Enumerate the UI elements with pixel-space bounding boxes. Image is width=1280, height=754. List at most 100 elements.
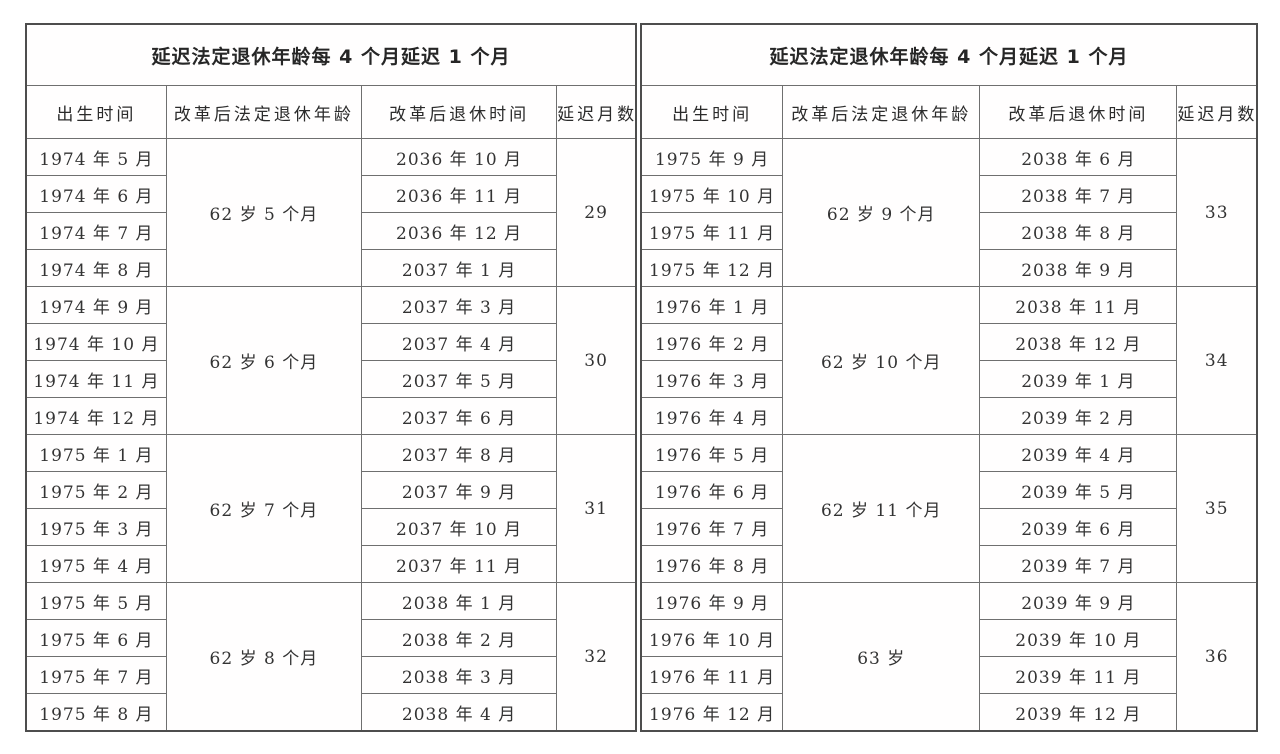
table-row: 1976 年 7 月 2039 年 6 月: [640, 508, 1257, 546]
retirement-age-cell: 62 岁 7 个月: [165, 434, 362, 583]
table-row: 1975 年 1 月 62 岁 7 个月 2037 年 8 月 31: [25, 434, 637, 583]
retire-date-cell: 2037 年 9 月: [360, 471, 558, 509]
retire-date-cell: 2037 年 11 月: [360, 545, 558, 583]
birth-month-cell: 1976 年 5 月: [640, 434, 784, 472]
retirement-age-cell: 62 岁 5 个月: [165, 138, 362, 287]
birth-month-cell: 1974 年 9 月: [25, 286, 167, 324]
retire-date-cell: 2039 年 4 月: [979, 434, 1178, 472]
birth-month-cell: 1975 年 2 月: [25, 471, 167, 509]
retire-date-cell: 2037 年 8 月: [360, 434, 558, 472]
table-row: 1975 年 12 月 2038 年 9 月: [640, 249, 1257, 287]
table-title: 延迟法定退休年龄每 4 个月延迟 1 个月: [640, 23, 1258, 86]
table-row: 1976 年 10 月 2039 年 10 月: [640, 619, 1257, 657]
delay-months-cell: 34: [1176, 286, 1258, 435]
retire-date-cell: 2039 年 1 月: [979, 360, 1178, 398]
retirement-age-cell: 62 岁 9 个月: [782, 138, 981, 287]
table-row: 1976 年 11 月 2039 年 11 月: [640, 656, 1257, 694]
retire-date-cell: 2039 年 10 月: [979, 619, 1178, 657]
table-title: 延迟法定退休年龄每 4 个月延迟 1 个月: [25, 23, 637, 86]
tables-container: 延迟法定退休年龄每 4 个月延迟 1 个月 出生时间 改革后法定退休年龄 改革后退休时…: [25, 23, 1258, 732]
birth-month-cell: 1975 年 10 月: [640, 175, 784, 213]
delay-months-cell: 31: [556, 434, 637, 583]
birth-month-cell: 1975 年 9 月: [640, 138, 784, 176]
birth-month-cell: 1976 年 2 月: [640, 323, 784, 361]
retire-date-cell: 2038 年 6 月: [979, 138, 1178, 176]
birth-month-cell: 1976 年 12 月: [640, 693, 784, 732]
birth-month-cell: 1974 年 10 月: [25, 323, 167, 361]
table-row: 1975 年 10 月 2038 年 7 月: [640, 175, 1257, 213]
birth-month-cell: 1974 年 11 月: [25, 360, 167, 398]
retirement-age-cell: 62 岁 6 个月: [165, 286, 362, 435]
delay-months-cell: 35: [1176, 434, 1258, 583]
retire-date-cell: 2037 年 10 月: [360, 508, 558, 546]
birth-month-cell: 1976 年 11 月: [640, 656, 784, 694]
birth-month-cell: 1976 年 10 月: [640, 619, 784, 657]
birth-month-cell: 1976 年 8 月: [640, 545, 784, 583]
retire-date-cell: 2039 年 2 月: [979, 397, 1178, 435]
table-row: 1974 年 10 月 2037 年 4 月: [25, 323, 636, 361]
table-row: 1975 年 7 月 2038 年 3 月: [25, 656, 636, 694]
retirement-table-left: 延迟法定退休年龄每 4 个月延迟 1 个月 出生时间 改革后法定退休年龄 改革后退休时…: [25, 23, 637, 732]
birth-month-cell: 1976 年 7 月: [640, 508, 784, 546]
retire-date-cell: 2037 年 6 月: [360, 397, 558, 435]
birth-month-cell: 1975 年 11 月: [640, 212, 784, 250]
birth-month-cell: 1975 年 1 月: [25, 434, 167, 472]
birth-month-cell: 1975 年 8 月: [25, 693, 167, 732]
table-row: 1976 年 12 月 2039 年 12 月: [640, 693, 1257, 732]
retire-date-cell: 2039 年 9 月: [979, 582, 1178, 620]
retire-date-cell: 2038 年 4 月: [360, 693, 558, 732]
retire-date-cell: 2037 年 3 月: [360, 286, 558, 324]
retire-date-cell: 2039 年 12 月: [979, 693, 1178, 732]
retirement-table-right: 延迟法定退休年龄每 4 个月延迟 1 个月 出生时间 改革后法定退休年龄 改革后退休时…: [640, 23, 1258, 732]
birth-month-cell: 1976 年 4 月: [640, 397, 784, 435]
delay-months-cell: 30: [556, 286, 637, 435]
column-header-age: 改革后法定退休年龄: [782, 85, 981, 139]
retire-date-cell: 2038 年 7 月: [979, 175, 1178, 213]
table-row: 1976 年 9 月 63 岁 2039 年 9 月 36: [640, 582, 1258, 732]
retire-date-cell: 2036 年 12 月: [360, 212, 558, 250]
delay-months-cell: 32: [556, 582, 637, 732]
table-row: 1975 年 5 月 62 岁 8 个月 2038 年 1 月 32: [25, 582, 637, 732]
birth-month-cell: 1975 年 5 月: [25, 582, 167, 620]
birth-month-cell: 1976 年 9 月: [640, 582, 784, 620]
delay-months-cell: 33: [1176, 138, 1258, 287]
table-row: 1976 年 2 月 2038 年 12 月: [640, 323, 1257, 361]
retire-date-cell: 2038 年 11 月: [979, 286, 1178, 324]
delay-months-cell: 36: [1176, 582, 1258, 732]
retire-date-cell: 2039 年 7 月: [979, 545, 1178, 583]
retire-date-cell: 2036 年 10 月: [360, 138, 558, 176]
birth-month-cell: 1974 年 5 月: [25, 138, 167, 176]
birth-month-cell: 1974 年 7 月: [25, 212, 167, 250]
retirement-age-cell: 62 岁 10 个月: [782, 286, 981, 435]
birth-month-cell: 1975 年 6 月: [25, 619, 167, 657]
birth-month-cell: 1974 年 8 月: [25, 249, 167, 287]
delay-months-cell: 29: [556, 138, 637, 287]
retire-date-cell: 2037 年 5 月: [360, 360, 558, 398]
retire-date-cell: 2039 年 11 月: [979, 656, 1178, 694]
retirement-age-cell: 62 岁 8 个月: [165, 582, 362, 732]
column-header-age: 改革后法定退休年龄: [165, 85, 362, 139]
birth-month-cell: 1975 年 4 月: [25, 545, 167, 583]
table-row: 1974 年 8 月 2037 年 1 月: [25, 249, 636, 287]
birth-month-cell: 1975 年 3 月: [25, 508, 167, 546]
birth-month-cell: 1976 年 3 月: [640, 360, 784, 398]
retire-date-cell: 2037 年 4 月: [360, 323, 558, 361]
table-row: 1976 年 5 月 62 岁 11 个月 2039 年 4 月 35: [640, 434, 1258, 583]
table-row: 1975 年 6 月 2038 年 2 月: [25, 619, 636, 657]
birth-month-cell: 1975 年 12 月: [640, 249, 784, 287]
retire-date-cell: 2038 年 8 月: [979, 212, 1178, 250]
table-row: 1975 年 8 月 2038 年 4 月: [25, 693, 636, 732]
table-row: 1974 年 6 月 2036 年 11 月: [25, 175, 636, 213]
birth-month-cell: 1975 年 7 月: [25, 656, 167, 694]
table-row: 1974 年 7 月 2036 年 12 月: [25, 212, 636, 250]
table-row: 1974 年 12 月 2037 年 6 月: [25, 397, 636, 435]
column-header-delay: 延迟月数: [1176, 85, 1258, 139]
retire-date-cell: 2037 年 1 月: [360, 249, 558, 287]
retire-date-cell: 2038 年 9 月: [979, 249, 1178, 287]
retire-date-cell: 2038 年 1 月: [360, 582, 558, 620]
table-row: 1974 年 9 月 62 岁 6 个月 2037 年 3 月 30: [25, 286, 637, 435]
table-row: 1975 年 2 月 2037 年 9 月: [25, 471, 636, 509]
retire-date-cell: 2036 年 11 月: [360, 175, 558, 213]
birth-month-cell: 1974 年 12 月: [25, 397, 167, 435]
column-header-birth: 出生时间: [640, 85, 784, 139]
